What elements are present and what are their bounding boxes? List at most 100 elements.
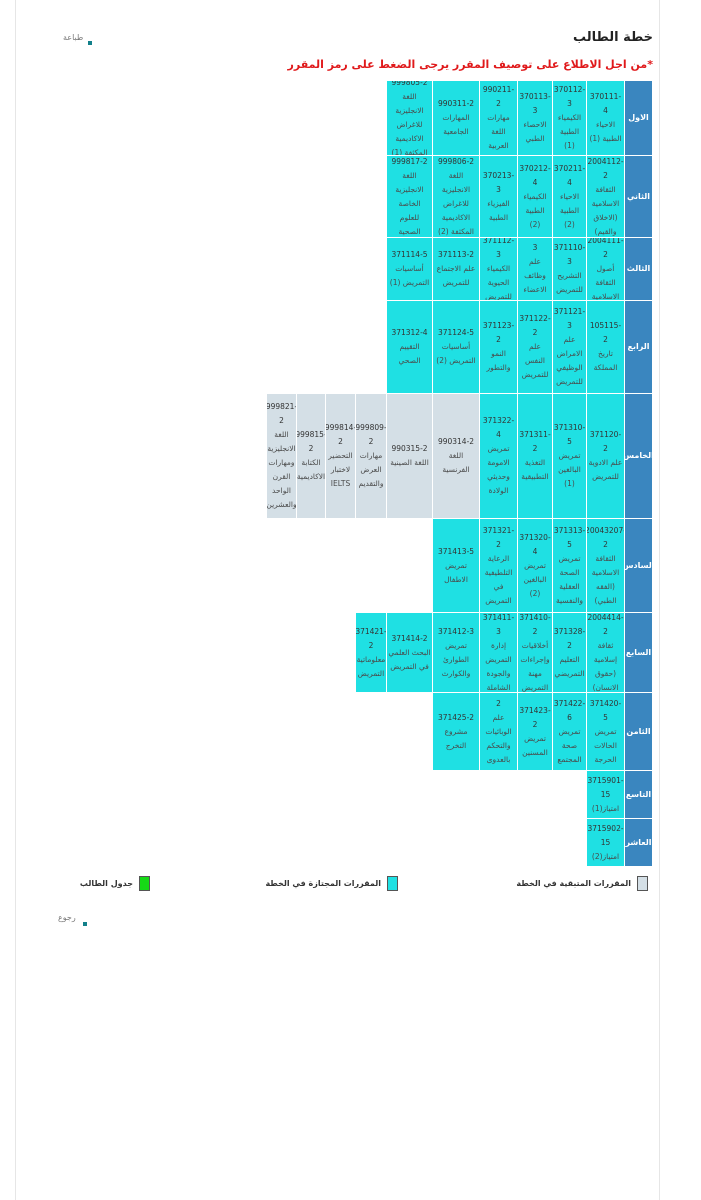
course-code[interactable]: 999814-2 <box>326 423 355 446</box>
course-name: تمريض الطوارئ والكوارث <box>441 640 471 678</box>
course-code[interactable]: 370213-3 <box>482 170 515 194</box>
course-name: ثقافة إسلامية (حقوق الانسان) <box>592 640 619 692</box>
back-link[interactable]: رجوع <box>58 913 76 922</box>
level-text: الاول <box>628 113 649 122</box>
course-name: الاحياء الطبية (2) <box>559 191 580 229</box>
course-cell: 370211-4 الاحياء الطبية (2) <box>553 156 586 237</box>
course-code[interactable]: 371313-5 <box>553 525 586 549</box>
course-cell: 371313-5 تمريض الصحة العقلية والنفسية <box>553 519 586 612</box>
course-code[interactable]: 371114-5 <box>391 250 428 259</box>
course-name: اللغة الانجليزية الخاصة للعلوم الصحية <box>395 170 424 236</box>
level-text: التاسع <box>625 789 652 799</box>
course-name: تمريض الاطفال <box>444 560 468 584</box>
course-name: أخلاقيات وإجراءات مهنة التمريض <box>520 640 550 692</box>
course-code[interactable]: 20043207-2 <box>587 525 624 549</box>
course-cell: 2004112-2 الثقافة الاسلامية (الاخلاق والق… <box>587 156 624 237</box>
course-code[interactable]: 370211-4 <box>553 163 586 187</box>
level-label: الثامن <box>625 693 652 770</box>
course-code[interactable]: 999817-2 <box>391 156 428 166</box>
print-icon[interactable] <box>88 41 92 45</box>
course-code[interactable]: 3715902-15 <box>587 823 624 847</box>
legend-item: المقررات المجتازة في الخطة <box>265 876 398 891</box>
course-code[interactable]: 371414-2 <box>391 633 428 643</box>
course-cell: 371423-2 تمريض المسنين <box>518 693 552 770</box>
course-code[interactable]: 371320-4 <box>519 532 551 556</box>
course-code[interactable]: 371322-4 <box>482 416 515 439</box>
course-code[interactable]: 371112-3 <box>482 238 515 259</box>
course-code[interactable]: 371111-3 <box>532 243 538 252</box>
course-cell: 371425-2 مشروع التخرج <box>433 693 479 770</box>
level-text: الثالث <box>626 264 651 273</box>
course-name: إدارة التمريض والجودة الشاملة <box>485 640 512 692</box>
course-code[interactable]: 371124-5 <box>437 328 475 337</box>
course-cell: 371410-2 أخلاقيات وإجراءات مهنة التمريض <box>518 613 552 692</box>
course-code[interactable]: 371425-2 <box>437 712 475 722</box>
note: *من اجل الاطلاع على توصيف المقرر يرجى ال… <box>287 58 653 71</box>
legend-item: جدول الطالب <box>80 876 150 891</box>
course-cell: 371113-2 علم الاجتماع للتمريض <box>433 238 479 300</box>
back-icon[interactable] <box>83 922 87 926</box>
course-code[interactable]: 371328-2 <box>553 626 586 650</box>
course-cell: 2004111-2 أصول الثقافة الاسلامية <box>587 238 624 300</box>
course-cell: 370113-3 الاحصاء الطبي <box>518 81 552 155</box>
course-code[interactable]: 371424-2 <box>483 693 514 708</box>
course-name: أصول الثقافة الاسلامية <box>591 264 620 300</box>
course-code[interactable]: 371412-3 <box>437 626 475 636</box>
course-cell: 371411-3 إدارة التمريض والجودة الشاملة <box>480 613 517 692</box>
course-code[interactable]: 3715901-15 <box>587 775 624 799</box>
course-code[interactable]: 371120-2 <box>589 430 622 453</box>
course-code[interactable]: 990315-2 <box>391 444 428 453</box>
course-code[interactable]: 371310-5 <box>553 423 586 446</box>
course-code[interactable]: 370212-4 <box>519 163 551 187</box>
course-code[interactable]: 371113-2 <box>437 250 475 259</box>
course-code[interactable]: 371422-6 <box>553 698 586 722</box>
course-code[interactable]: 999806-2 <box>437 156 475 166</box>
course-code[interactable]: 999815-2 <box>297 430 325 453</box>
course-code[interactable]: 371110-3 <box>553 243 586 266</box>
course-cell: 371422-6 تمريض صحة المجتمع <box>553 693 586 770</box>
course-name: الثقافة الاسلامية (الفقه الطبي) <box>591 553 620 605</box>
course-name: التقييم الصحي <box>398 342 421 365</box>
course-name: اللغة الانجليزية للاغراض الاكاديمية المك… <box>438 170 474 236</box>
course-code[interactable]: 990314-2 <box>437 437 475 446</box>
course-code[interactable]: 2004111-2 <box>587 238 624 259</box>
course-code[interactable]: 2004112-2 <box>587 156 624 180</box>
course-code[interactable]: 371321-2 <box>482 525 515 549</box>
course-code[interactable]: 105115-2 <box>589 321 622 344</box>
course-code[interactable]: 371121-3 <box>553 307 586 330</box>
course-cell: 999814-2 التحضير لاختبار IELTS <box>326 394 355 518</box>
course-code[interactable]: 371312-4 <box>391 328 428 337</box>
course-code[interactable]: 371421-2 <box>356 626 386 650</box>
level-text: السادس <box>625 560 652 570</box>
course-code[interactable]: 370112-3 <box>553 85 586 108</box>
course-code[interactable]: 999821-2 <box>267 402 296 425</box>
course-code[interactable]: 371122-2 <box>519 314 551 337</box>
course-code[interactable]: 371420-5 <box>589 698 622 722</box>
course-code[interactable]: 999809-2 <box>356 423 386 446</box>
course-code[interactable]: 371311-2 <box>519 430 551 453</box>
print-link[interactable]: طباعة <box>63 33 84 42</box>
course-name: أساسيات التمريض (1) <box>389 264 430 287</box>
course-code[interactable]: 999805-2 <box>391 81 428 87</box>
course-cell: 371311-2 التغذية التطبيقية <box>518 394 552 518</box>
course-code[interactable]: 371413-5 <box>437 546 475 556</box>
legend-swatch <box>637 876 648 891</box>
level-label: الثالث <box>625 238 652 300</box>
course-cell: 990211-2 مهارات اللغة العربية <box>480 81 517 155</box>
course-cell: 3715902-15 امتياز(2) <box>587 819 624 866</box>
course-name: البحث العلمي في التمريض <box>388 647 431 671</box>
course-code[interactable]: 371123-2 <box>482 321 515 344</box>
course-code[interactable]: 370113-3 <box>519 92 551 115</box>
course-code[interactable]: 2004414-2 <box>587 613 624 636</box>
course-code[interactable]: 990311-2 <box>437 99 475 108</box>
course-code[interactable]: 371410-2 <box>519 613 551 636</box>
course-name: تمريض المسنين <box>522 733 548 757</box>
course-code[interactable]: 370111-4 <box>589 92 622 115</box>
course-cell: 371110-3 التشريح للتمريض <box>553 238 586 300</box>
course-name: مهارات العرض والتقديم <box>358 451 384 488</box>
course-name: اللغة الانجليزية ومهارات القرن الواحد وا… <box>267 430 296 509</box>
course-cell: 990311-2 المهارات الجامعية <box>433 81 479 155</box>
course-code[interactable]: 371423-2 <box>519 705 551 729</box>
course-code[interactable]: 371411-3 <box>482 613 515 636</box>
course-code[interactable]: 990211-2 <box>482 85 515 108</box>
